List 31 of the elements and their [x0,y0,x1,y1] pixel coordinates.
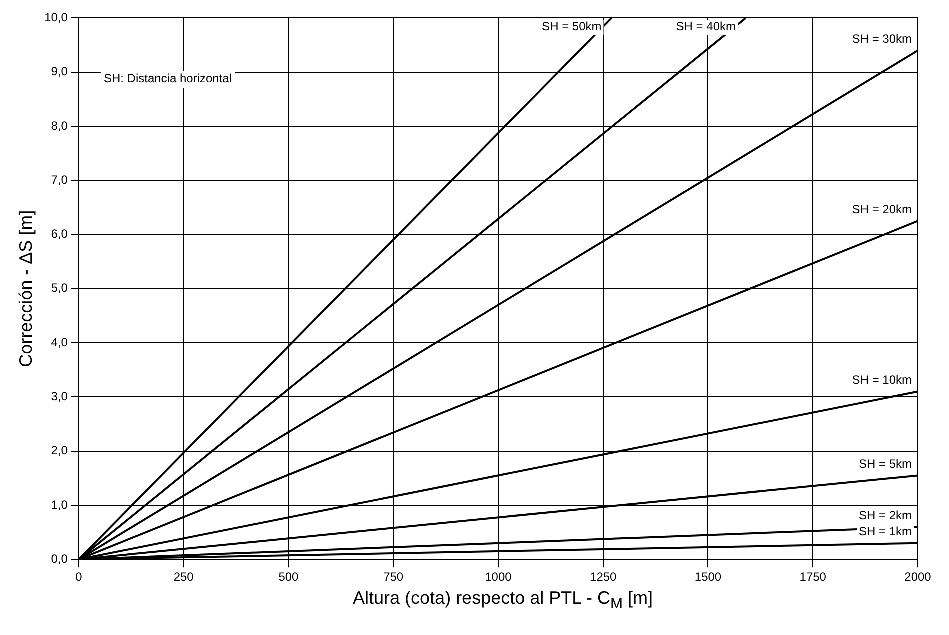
x-tick-label: 250 [174,570,194,584]
x-tick-label: 1000 [485,570,512,584]
series-label: SH = 30km [852,32,912,46]
y-tick-label: 9,0 [51,64,68,79]
y-tick-label: 0,0 [51,552,68,566]
series-label: SH = 20km [852,202,912,217]
annotation: SH: Distancia horizontal [104,72,232,86]
y-tick-label: 3,0 [51,389,68,404]
y-tick-label: 10,0 [44,10,68,25]
y-tick-label: 6,0 [51,227,68,242]
series-label: SH = 1km [858,524,912,539]
x-tick-label: 1250 [590,570,618,584]
y-tick-label: 5,0 [51,281,68,296]
y-tick-label: 4,0 [51,335,68,350]
x-tick-label: 0 [76,570,83,584]
y-tick-label: 8,0 [51,118,68,133]
y-tick-label: 7,0 [51,172,68,187]
x-axis-title: Altura (cota) respecto al PTL - C$_{M}$ [m] [352,588,654,613]
x-tick-label: 500 [278,570,300,584]
y-tick-label: 1,0 [51,498,68,512]
y-tick-label: 2,0 [51,444,68,458]
series-label: SH = 2km [858,508,912,522]
y-axis-title: Corrección - ΔS [m] [16,210,36,368]
x-tick-label: 2000 [904,570,932,584]
series-label: SH = 5km [858,456,912,471]
series-label: SH = 40km [676,20,736,34]
x-tick-label: 1750 [800,570,827,584]
series-label: SH = 10km [852,373,912,388]
x-tick-label: 750 [384,570,404,584]
series-label: SH = 50km [542,20,602,34]
x-tick-label: 1500 [694,570,722,584]
